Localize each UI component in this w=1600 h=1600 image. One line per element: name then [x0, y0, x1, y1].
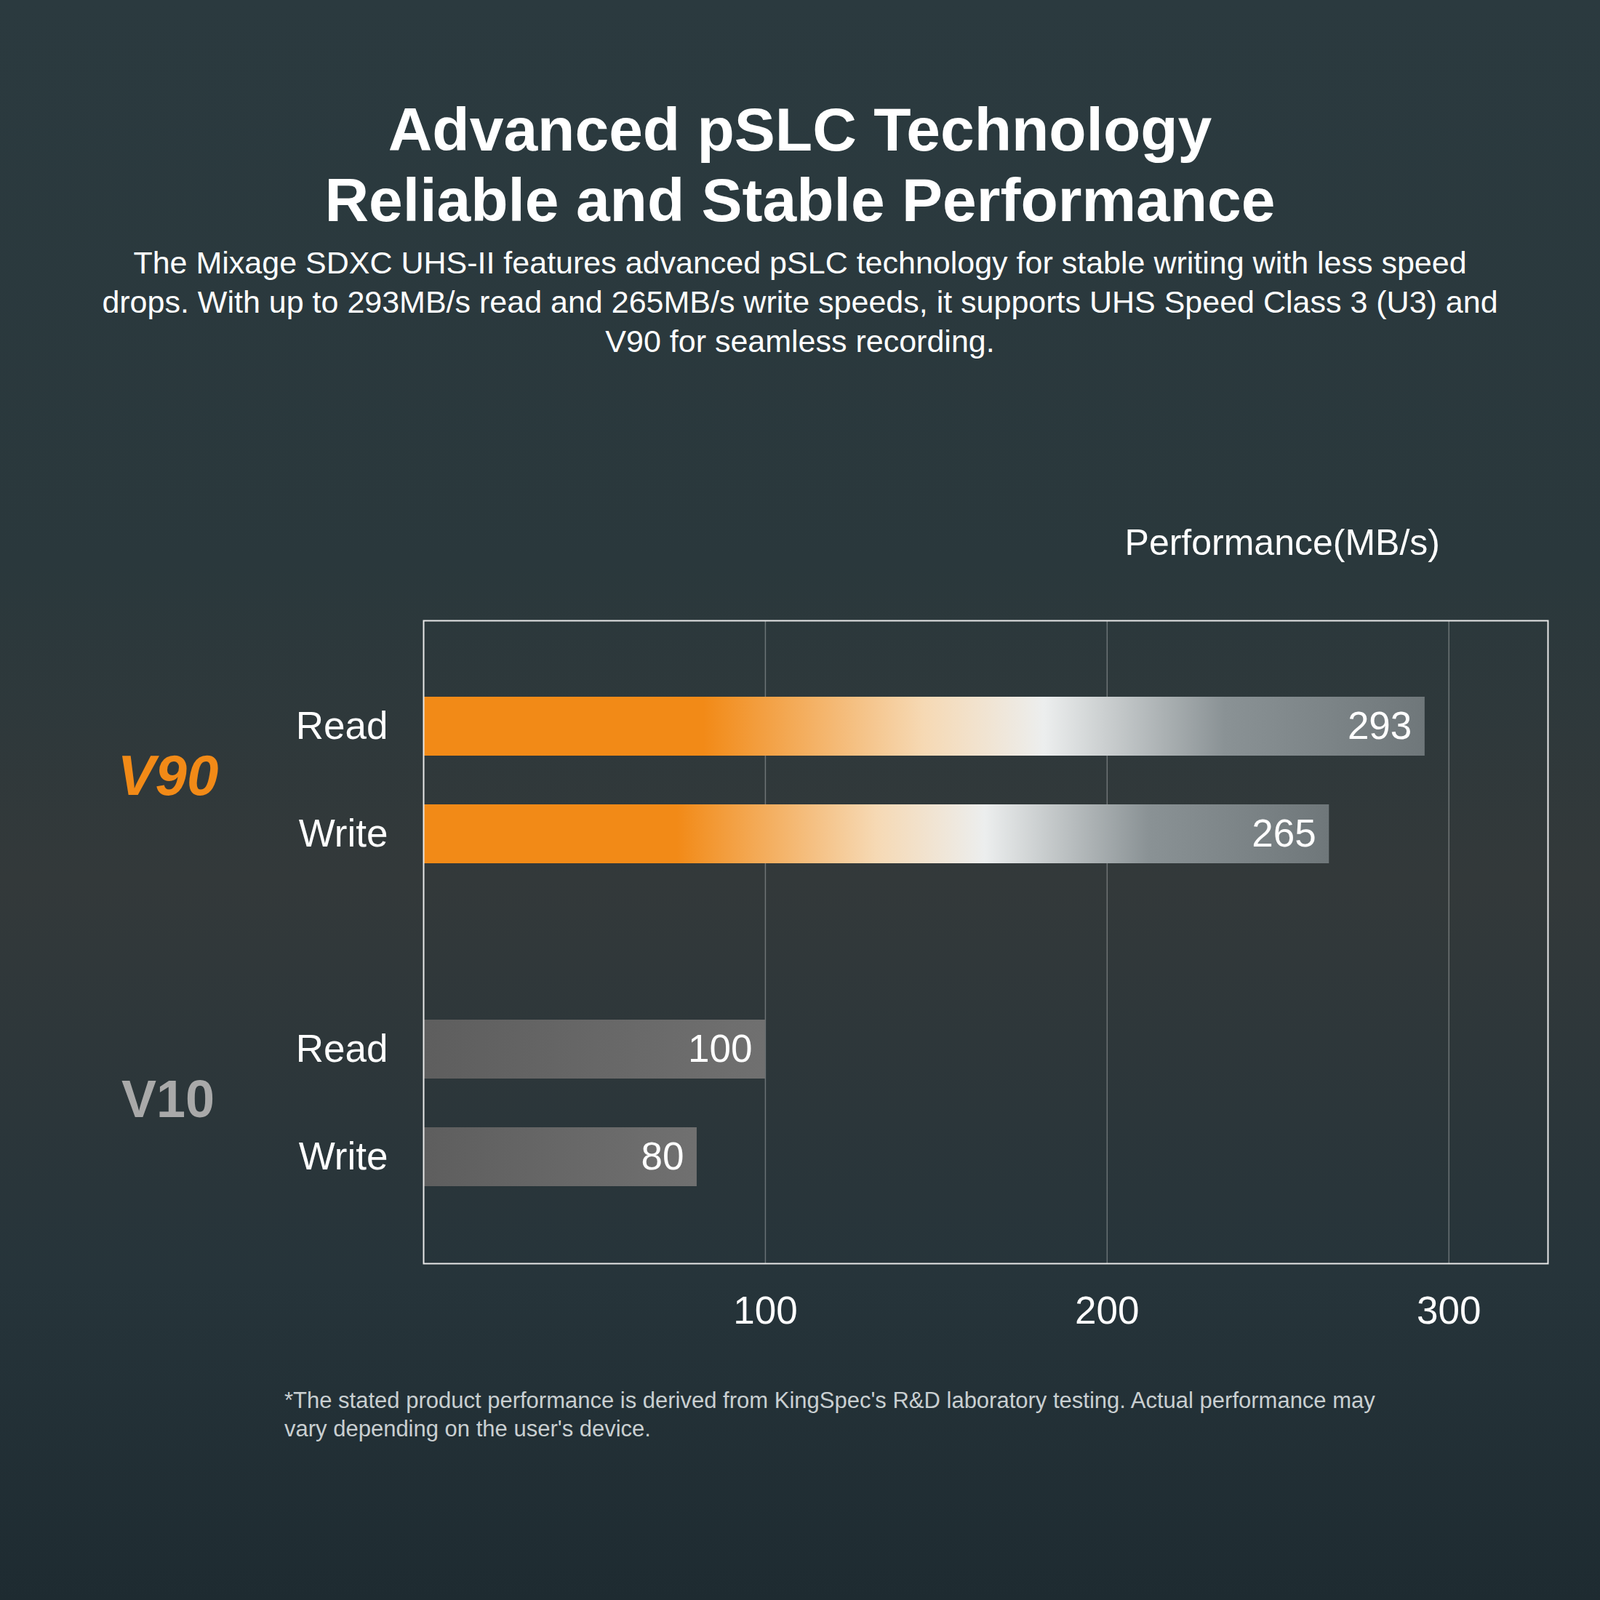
svg-text:Write: Write	[298, 811, 389, 855]
html-text:Advanced pSLC Technology Relia: Advanced pSLC Technology Reliable and St…	[324, 95, 1276, 234]
svg-text:V10: V10	[121, 1069, 215, 1128]
svg-text:100: 100	[733, 1289, 798, 1333]
svg-text:Write: Write	[298, 1134, 389, 1178]
svg-text:100: 100	[688, 1026, 752, 1070]
svg-text:Read: Read	[296, 704, 389, 747]
svg-text:200: 200	[1074, 1289, 1139, 1333]
svg-text:300: 300	[1416, 1289, 1481, 1333]
html-text:The Mixage SDXC UHS-II feature: The Mixage SDXC UHS-II features advanced…	[102, 245, 1498, 359]
svg-text:V90: V90	[117, 744, 219, 808]
svg-text:265: 265	[1251, 811, 1316, 855]
html-text:Performance(MB/s): Performance(MB/s)	[1124, 522, 1440, 564]
svg-text:Read: Read	[296, 1026, 389, 1070]
html-text:*The stated product performanc: *The stated product performance is deriv…	[284, 1387, 1376, 1442]
svg-text:80: 80	[640, 1134, 684, 1178]
svg-text:293: 293	[1347, 704, 1412, 747]
